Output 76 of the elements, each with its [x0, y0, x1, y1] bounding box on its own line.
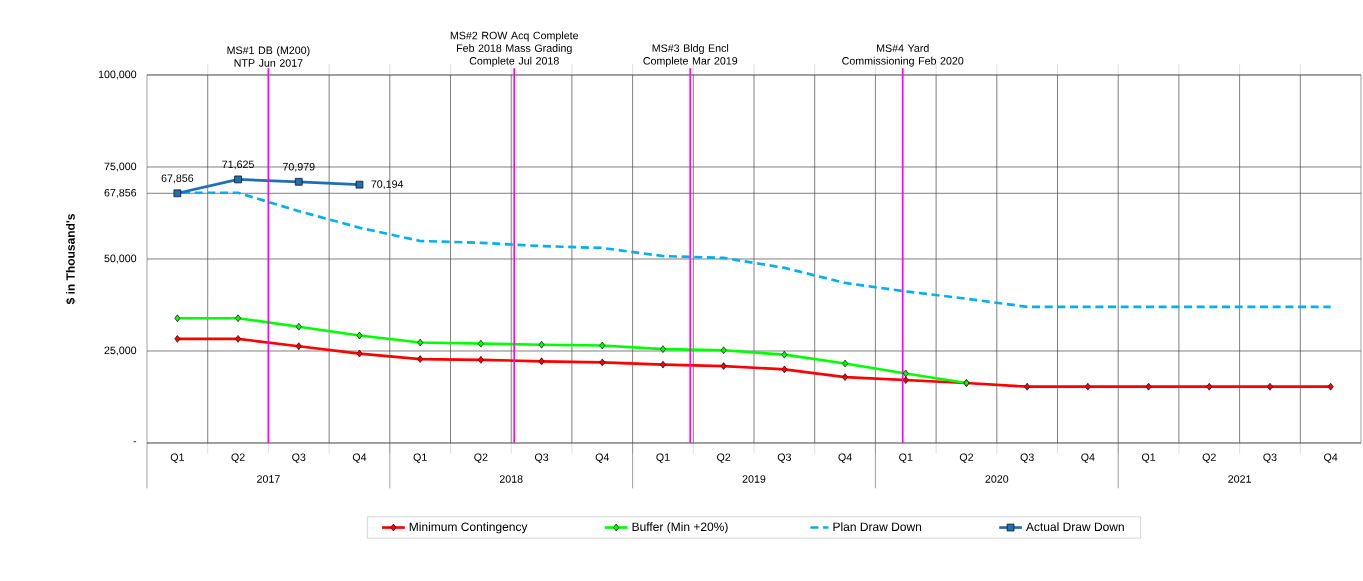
x-tick-label: Q2 [717, 453, 731, 463]
text: MS#4 Yard Commissioning Feb 2020 [842, 44, 964, 67]
y-tick-label: 67,856 [104, 188, 137, 198]
point [356, 349, 363, 358]
y-tick-label: 75,000 [104, 162, 137, 172]
legend-label: Actual Draw Down [1025, 522, 1124, 532]
x-tick-label: Q3 [292, 453, 306, 463]
text: MS#2 ROW Acq Complete Feb 2018 Mass Grading Complete Jul 2018 [450, 31, 579, 67]
point [477, 356, 484, 364]
x-tick-label: Q2 [959, 453, 974, 463]
x-tick-label: Q4 [595, 453, 610, 463]
point [295, 342, 302, 351]
point [720, 362, 727, 370]
data-label: 71,625 [222, 160, 254, 170]
legend-label: Plan Draw Down [833, 522, 922, 532]
point [294, 177, 303, 186]
x-tick-label: Q2 [474, 453, 488, 463]
x-tick-label: Q4 [838, 453, 852, 463]
point [417, 355, 424, 363]
point [599, 341, 606, 350]
point [1327, 382, 1334, 391]
point [355, 180, 364, 189]
point [174, 335, 181, 343]
y-tick-label: 50,000 [104, 254, 137, 264]
point [173, 189, 182, 198]
point [781, 350, 788, 359]
point [902, 376, 909, 384]
legend-label: Minimum Contingency [409, 522, 528, 534]
x-tick-label: Q3 [777, 453, 791, 463]
text: MS#3 Bldg Encl Complete Mar 2019 [643, 44, 738, 67]
y-axis-title: $ in Thousand's [65, 214, 76, 305]
text: 2019 [742, 475, 766, 483]
text: MS#1 DB (M200) NTP Jun 2017 [227, 46, 310, 67]
x-tick-label: Q1 [170, 453, 184, 463]
point [1024, 382, 1031, 391]
text: 2020 [985, 475, 1009, 483]
x-tick-label: Q4 [1324, 453, 1338, 463]
x-tick-label: Q1 [656, 453, 670, 463]
text: 2018 [499, 475, 523, 483]
point [781, 365, 788, 374]
text: 2021 [1228, 475, 1251, 483]
y-tick-label: 25,000 [104, 346, 137, 356]
point [1084, 382, 1091, 391]
point [1206, 382, 1213, 391]
x-tick-label: Q2 [1202, 453, 1216, 463]
point [842, 373, 848, 381]
data-label: 70,194 [371, 180, 404, 190]
y-tick-label: 100,000 [98, 70, 137, 80]
x-tick-label: Q1 [1141, 453, 1156, 463]
point [599, 358, 606, 367]
point [174, 314, 181, 323]
y-tick-label: - [133, 441, 137, 443]
point [234, 175, 242, 184]
point [720, 346, 727, 355]
x-tick-label: Q1 [899, 453, 913, 463]
point [417, 338, 424, 347]
x-tick-label: Q3 [1263, 453, 1277, 463]
point [235, 335, 241, 343]
point [538, 357, 545, 366]
point [660, 345, 666, 353]
x-tick-label: Q4 [352, 453, 367, 463]
point [902, 369, 909, 378]
x-tick-label: Q1 [413, 453, 427, 463]
x-tick-label: Q3 [534, 453, 549, 463]
x-tick-label: Q4 [1081, 453, 1095, 463]
point [538, 340, 545, 349]
x-tick-label: Q3 [1020, 453, 1034, 463]
point [295, 322, 302, 331]
point [1145, 382, 1152, 391]
text: 2017 [257, 475, 280, 483]
legend-label: Buffer (Min +20%) [632, 522, 728, 534]
x-tick-label: Q2 [231, 453, 245, 463]
point [356, 331, 363, 340]
data-label: 70,979 [282, 162, 315, 172]
point [477, 339, 484, 348]
data-label: 67,856 [161, 174, 194, 184]
